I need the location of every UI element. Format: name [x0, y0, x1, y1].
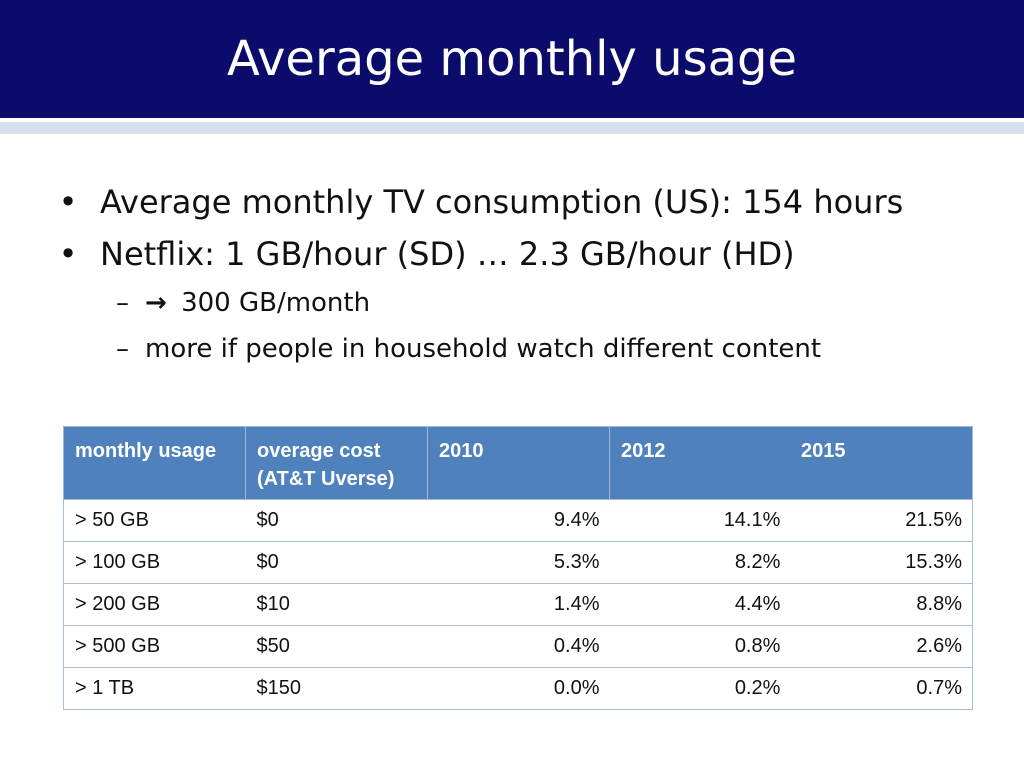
cell-2012: 0.8% [609, 625, 791, 668]
cell-2015: 0.7% [790, 667, 974, 710]
cell-usage: > 200 GB [63, 583, 246, 626]
header-2015: 2015 [801, 440, 846, 462]
cell-cost: $0 [245, 541, 428, 584]
table-row: > 50 GB $0 9.4% 14.1% 21.5% [63, 499, 974, 542]
cell-2010: 0.0% [427, 667, 610, 710]
table-header-row: monthly usage overage cost (AT&T Uverse) … [63, 426, 973, 500]
cell-usage: > 500 GB [63, 625, 246, 668]
slide-title: Average monthly usage [227, 31, 797, 87]
cell-2015: 2.6% [790, 625, 974, 668]
cell-cost: $50 [245, 625, 428, 668]
header-2012-2015: 2012 2015 [609, 426, 973, 500]
cell-usage: > 50 GB [63, 499, 246, 542]
cell-2015: 21.5% [790, 499, 974, 542]
bullet-text: Average monthly TV consumption (US): 154… [100, 183, 904, 221]
bullet-item: • Average monthly TV consumption (US): 1… [58, 176, 998, 228]
title-rule [0, 122, 1024, 134]
cell-2012: 0.2% [609, 667, 791, 710]
table-row: > 1 TB $150 0.0% 0.2% 0.7% [63, 667, 974, 710]
table-row: > 100 GB $0 5.3% 8.2% 15.3% [63, 541, 974, 584]
bullet-text: Netflix: 1 GB/hour (SD) … 2.3 GB/hour (H… [100, 235, 795, 273]
cell-usage: > 1 TB [63, 667, 246, 710]
bullet-item: • Netflix: 1 GB/hour (SD) … 2.3 GB/hour … [58, 228, 998, 280]
cell-cost: $150 [245, 667, 428, 710]
header-monthly-usage: monthly usage [63, 426, 246, 500]
cell-2010: 5.3% [427, 541, 610, 584]
arrow-right-icon: → [145, 288, 167, 318]
dash-icon: – [116, 334, 129, 364]
cell-2012: 14.1% [609, 499, 791, 542]
table-row: > 200 GB $10 1.4% 4.4% 8.8% [63, 583, 974, 626]
cell-cost: $0 [245, 499, 428, 542]
header-overage-cost: overage cost (AT&T Uverse) [245, 426, 428, 500]
cell-2010: 9.4% [427, 499, 610, 542]
cell-usage: > 100 GB [63, 541, 246, 584]
cell-2015: 8.8% [790, 583, 974, 626]
cell-2010: 0.4% [427, 625, 610, 668]
bullet-dot-icon: • [58, 235, 78, 273]
usage-table: monthly usage overage cost (AT&T Uverse) … [63, 426, 974, 710]
cell-cost: $10 [245, 583, 428, 626]
header-2010: 2010 [427, 426, 610, 500]
sub-bullet-text: more if people in household watch differ… [145, 334, 822, 364]
sub-bullet-item: – more if people in household watch diff… [58, 326, 998, 372]
table-row: > 500 GB $50 0.4% 0.8% 2.6% [63, 625, 974, 668]
sub-bullet-item: – → 300 GB/month [58, 280, 998, 326]
dash-icon: – [116, 288, 129, 318]
bullet-dot-icon: • [58, 183, 78, 221]
bullet-list: • Average monthly TV consumption (US): 1… [58, 176, 998, 372]
cell-2010: 1.4% [427, 583, 610, 626]
title-bar: Average monthly usage [0, 0, 1024, 118]
sub-bullet-text: 300 GB/month [181, 288, 371, 318]
cell-2012: 4.4% [609, 583, 791, 626]
cell-2015: 15.3% [790, 541, 974, 584]
header-2012: 2012 [621, 440, 666, 462]
cell-2012: 8.2% [609, 541, 791, 584]
